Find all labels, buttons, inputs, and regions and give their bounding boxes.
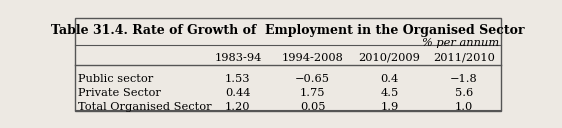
Text: 2010/2009: 2010/2009 [359,53,420,63]
Text: 1.0: 1.0 [455,102,473,112]
Text: 0.44: 0.44 [225,88,251,98]
Text: 4.5: 4.5 [380,88,398,98]
Text: 1.75: 1.75 [300,88,325,98]
Text: 1.9: 1.9 [380,102,398,112]
Text: Total Organised Sector: Total Organised Sector [78,102,212,112]
Text: % per annum: % per annum [422,38,499,48]
Text: 2011/2010: 2011/2010 [433,53,495,63]
Text: −1.8: −1.8 [450,74,478,84]
Text: Private Sector: Private Sector [78,88,161,98]
Text: Table 31.4. Rate of Growth of  Employment in the Organised Sector: Table 31.4. Rate of Growth of Employment… [51,24,525,37]
Text: Public sector: Public sector [78,74,153,84]
Text: 0.05: 0.05 [300,102,325,112]
Text: 1.20: 1.20 [225,102,251,112]
Text: 1983-94: 1983-94 [214,53,261,63]
Text: 5.6: 5.6 [455,88,473,98]
Text: 1.53: 1.53 [225,74,251,84]
Text: 0.4: 0.4 [380,74,398,84]
Text: 1994-2008: 1994-2008 [282,53,343,63]
Text: −0.65: −0.65 [295,74,330,84]
